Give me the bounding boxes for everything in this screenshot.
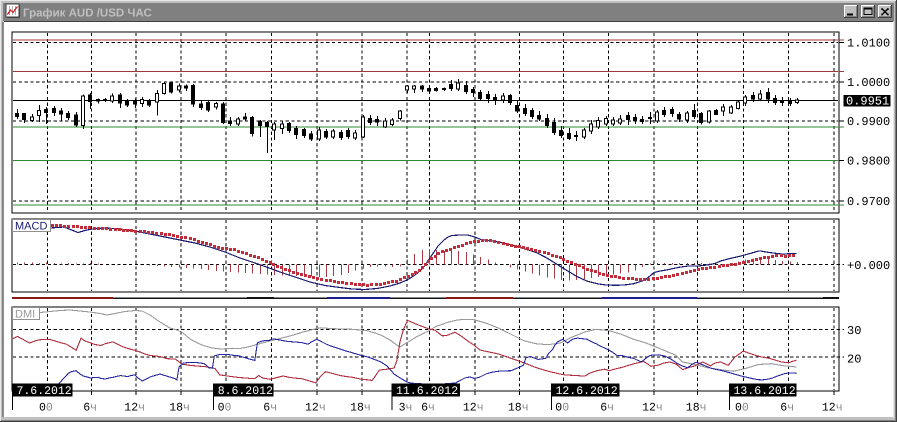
svg-text:30: 30 [847, 324, 861, 338]
svg-text:18ч: 18ч [350, 402, 371, 415]
svg-text:18ч: 18ч [508, 402, 529, 415]
svg-text:11.6.2012: 11.6.2012 [396, 385, 458, 398]
svg-text:3ч: 3ч [399, 402, 413, 415]
svg-text:8.6.2012: 8.6.2012 [218, 385, 273, 398]
svg-text:18ч: 18ч [686, 402, 707, 415]
svg-text:0.9951: 0.9951 [846, 95, 889, 109]
svg-text:DMI: DMI [15, 309, 35, 321]
svg-text:00: 00 [555, 402, 569, 415]
svg-text:12ч: 12ч [642, 402, 663, 415]
svg-text:6ч: 6ч [421, 402, 435, 415]
svg-text:График AUD /USD ЧАС: График AUD /USD ЧАС [23, 8, 152, 20]
svg-text:MACD: MACD [15, 221, 47, 233]
svg-text:6ч: 6ч [780, 402, 794, 415]
svg-text:+0.000: +0.000 [847, 259, 890, 273]
svg-text:00: 00 [735, 402, 749, 415]
svg-text:12ч: 12ч [822, 402, 843, 415]
svg-text:0.9700: 0.9700 [847, 195, 890, 209]
svg-text:7.6.2012: 7.6.2012 [17, 385, 72, 398]
svg-text:00: 00 [218, 402, 232, 415]
svg-text:00: 00 [39, 402, 53, 415]
svg-text:0.9900: 0.9900 [847, 115, 890, 129]
svg-text:12.6.2012: 12.6.2012 [556, 385, 618, 398]
svg-text:6ч: 6ч [83, 402, 97, 415]
svg-text:6ч: 6ч [600, 402, 614, 415]
svg-text:0.9800: 0.9800 [847, 155, 890, 169]
svg-text:1.0100: 1.0100 [847, 37, 890, 51]
svg-text:20: 20 [847, 353, 861, 367]
svg-text:12ч: 12ч [463, 402, 484, 415]
svg-text:1.0000: 1.0000 [847, 76, 890, 90]
svg-text:12ч: 12ч [305, 402, 326, 415]
svg-text:13.6.2012: 13.6.2012 [734, 385, 796, 398]
svg-text:6ч: 6ч [263, 402, 277, 415]
svg-text:12ч: 12ч [124, 402, 145, 415]
svg-text:18ч: 18ч [169, 402, 190, 415]
